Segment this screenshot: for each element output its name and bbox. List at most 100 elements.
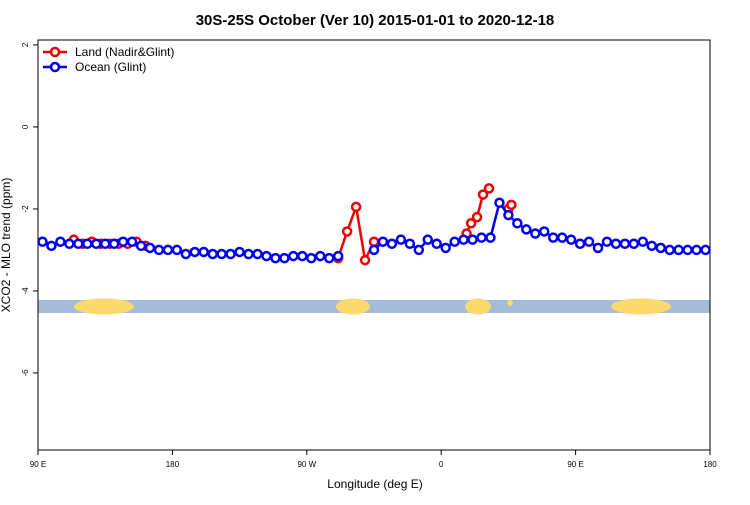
data-point xyxy=(449,236,460,247)
data-point xyxy=(99,238,111,250)
data-point xyxy=(404,238,416,250)
data-point xyxy=(664,244,675,256)
data-point xyxy=(332,250,344,262)
data-point xyxy=(162,244,174,256)
data-point xyxy=(610,238,622,250)
data-point xyxy=(341,226,353,237)
data-point xyxy=(153,244,165,256)
data-point xyxy=(189,246,201,258)
surface-band xyxy=(38,298,710,315)
data-point xyxy=(673,244,684,256)
data-point xyxy=(270,252,281,264)
data-point xyxy=(637,236,649,247)
data-point xyxy=(413,244,425,256)
data-point xyxy=(46,240,57,252)
data-point xyxy=(117,236,129,247)
data-point xyxy=(306,252,317,264)
data-point xyxy=(530,228,541,239)
legend-marker xyxy=(49,46,61,58)
data-point xyxy=(64,238,75,250)
chart-title: 30S-25S October (Ver 10) 2015-01-01 to 2… xyxy=(196,12,555,29)
data-point xyxy=(297,250,308,262)
data-point xyxy=(144,242,156,254)
y-tick-label: 2 xyxy=(21,42,30,47)
data-point xyxy=(601,236,613,247)
land-patch xyxy=(611,298,671,315)
data-point xyxy=(503,209,514,221)
data-point xyxy=(207,248,218,260)
data-point xyxy=(440,242,451,254)
data-point xyxy=(135,240,147,252)
data-point xyxy=(476,232,487,243)
data-point xyxy=(180,248,192,260)
data-point xyxy=(90,238,102,250)
data-point xyxy=(556,232,568,243)
data-point xyxy=(243,248,254,260)
data-point xyxy=(198,246,210,258)
data-point xyxy=(171,244,183,256)
x-tick-label: 180 xyxy=(166,460,180,469)
data-point xyxy=(234,246,245,258)
data-point xyxy=(359,254,371,266)
x-tick-label: 90 E xyxy=(567,460,583,469)
data-point xyxy=(512,218,523,229)
data-point xyxy=(216,248,227,260)
data-point xyxy=(538,226,550,237)
x-tick-label: 90 E xyxy=(30,460,46,469)
data-point xyxy=(655,242,666,254)
data-point xyxy=(323,252,335,264)
x-tick-label: 90 W xyxy=(297,460,316,469)
y-tick-label: -4 xyxy=(21,287,30,295)
data-point xyxy=(458,234,469,245)
data-point xyxy=(422,234,434,245)
data-point xyxy=(368,236,380,247)
y-tick-label: -6 xyxy=(21,369,30,377)
data-point xyxy=(547,232,559,243)
legend-label: Land (Nadir&Glint) xyxy=(75,45,174,59)
data-point xyxy=(592,242,604,254)
data-point xyxy=(108,238,120,250)
data-point xyxy=(521,224,532,235)
legend-label: Ocean (Glint) xyxy=(75,60,146,74)
data-point xyxy=(467,234,478,245)
data-point xyxy=(465,218,477,229)
data-point xyxy=(377,236,389,247)
plot-frame xyxy=(37,39,711,451)
data-point xyxy=(700,244,711,256)
land-patch xyxy=(465,298,491,315)
data-point xyxy=(314,250,326,262)
data-point xyxy=(646,240,658,252)
data-point xyxy=(261,250,272,262)
data-point xyxy=(431,238,442,250)
data-point xyxy=(37,236,48,247)
data-point xyxy=(395,234,407,245)
x-tick-label: 0 xyxy=(439,460,444,469)
data-point xyxy=(477,189,489,200)
data-point xyxy=(252,248,263,260)
data-point xyxy=(494,197,505,209)
land-patch xyxy=(507,300,513,306)
y-tick-label: 0 xyxy=(21,124,30,129)
data-point xyxy=(619,238,631,250)
data-point xyxy=(350,201,362,213)
data-point xyxy=(126,236,138,247)
x-tick-label: 180 xyxy=(703,460,717,469)
data-point xyxy=(682,244,693,256)
data-point xyxy=(288,250,299,262)
x-axis-label: Longitude (deg E) xyxy=(327,477,422,491)
data-point xyxy=(471,211,483,223)
land-patch xyxy=(74,298,134,315)
y-axis-label: XCO2 - MLO trend (ppm) xyxy=(0,178,13,313)
data-point xyxy=(691,244,702,256)
data-point xyxy=(225,248,236,260)
data-point xyxy=(565,234,577,245)
land-patch xyxy=(336,298,370,315)
legend-marker xyxy=(49,61,61,73)
ocean-band xyxy=(38,300,710,313)
data-point xyxy=(485,232,496,243)
data-point xyxy=(55,236,66,247)
data-point xyxy=(73,238,84,250)
data-point xyxy=(368,244,380,256)
data-point xyxy=(574,238,586,250)
